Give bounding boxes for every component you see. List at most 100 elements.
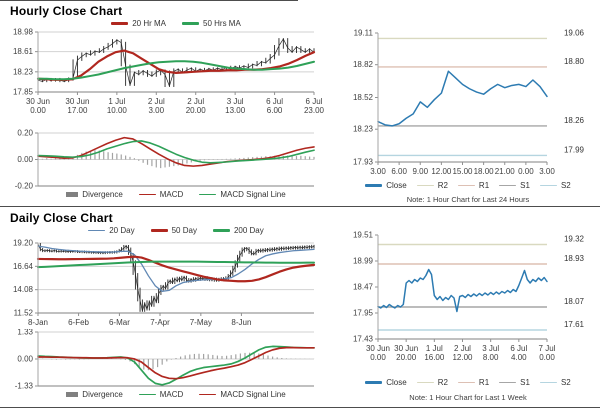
legend-label: 50 Day [171, 226, 197, 235]
legend-label: MACD [159, 390, 184, 399]
svg-text:0.20: 0.20 [17, 129, 33, 138]
legend-item: 200 Day [212, 226, 264, 235]
svg-text:6-Mar: 6-Mar [109, 318, 130, 327]
svg-text:7-Apr: 7-Apr [150, 318, 170, 327]
svg-text:3 Jul: 3 Jul [482, 344, 499, 353]
legend-label: Close [386, 378, 407, 387]
legend-label: MACD Signal Line [220, 190, 286, 199]
svg-text:3.00: 3.00 [370, 167, 386, 176]
legend-item: S2 [539, 181, 571, 190]
legend-swatch [539, 381, 557, 384]
svg-text:-0.20: -0.20 [15, 182, 34, 191]
legend-swatch [365, 381, 383, 384]
hourly-chart-note: Note: 1 Hour Chart for Last 24 Hours [406, 195, 530, 204]
svg-text:6 Jul: 6 Jul [306, 97, 323, 106]
daily-macd-chart: 1.33 0.00 -1.33 [15, 329, 315, 389]
svg-text:18.80: 18.80 [564, 57, 585, 66]
svg-text:13.00: 13.00 [225, 106, 246, 115]
legend-item: R1 [457, 378, 489, 387]
svg-text:0.00: 0.00 [370, 353, 386, 362]
legend-label: R1 [478, 181, 490, 190]
legend-item: MACD [138, 390, 184, 399]
bottom-border [0, 407, 600, 408]
svg-text:17.95: 17.95 [353, 309, 374, 318]
legend-swatch [111, 22, 129, 25]
legend-swatch [66, 392, 79, 397]
legend-item: 50 Hrs MA [182, 19, 241, 28]
legend-label: MACD [159, 190, 184, 199]
legend-label: 20 Hr MA [132, 19, 166, 28]
svg-text:19.20: 19.20 [13, 239, 34, 248]
legend-item: MACD Signal Line [199, 190, 286, 199]
daily-macd-legend: Divergence MACD MACD Signal Line [38, 390, 314, 399]
svg-text:2 Jul: 2 Jul [454, 344, 471, 353]
svg-text:1.33: 1.33 [17, 329, 33, 337]
hourly-macd-legend: Divergence MACD MACD Signal Line [38, 190, 314, 199]
svg-text:0.00: 0.00 [17, 355, 33, 364]
svg-text:17.85: 17.85 [13, 88, 34, 97]
daily-price-chart: 19.20 16.64 14.08 11.528-Jan 6-Feb 6-Mar 7-Apr… [13, 239, 316, 327]
svg-text:0.00: 0.00 [518, 167, 534, 176]
legend-swatch [199, 393, 217, 396]
legend-label: Close [386, 181, 407, 190]
svg-text:6.00: 6.00 [391, 167, 407, 176]
svg-text:3.00: 3.00 [539, 167, 555, 176]
svg-text:16.64: 16.64 [13, 262, 34, 271]
svg-text:17.43: 17.43 [353, 335, 374, 344]
svg-text:9.00: 9.00 [412, 167, 428, 176]
legend-item: 20 Day [88, 226, 135, 235]
legend-item: Close [365, 181, 407, 190]
legend-swatch [539, 184, 557, 187]
svg-text:1 Jul: 1 Jul [426, 344, 443, 353]
legend-item: MACD Signal Line [199, 390, 286, 399]
svg-text:3.00: 3.00 [148, 106, 164, 115]
svg-text:20.00: 20.00 [186, 106, 207, 115]
svg-text:17.93: 17.93 [353, 158, 374, 167]
svg-text:8.00: 8.00 [483, 353, 499, 362]
legend-item: S1 [499, 181, 530, 190]
svg-text:30 Jun: 30 Jun [65, 97, 89, 106]
legend-label: 20 Day [109, 226, 135, 235]
svg-text:17.61: 17.61 [564, 320, 585, 329]
hourly-close-24h-chart: 19.11 18.82 18.52 18.23 17.93 19.06 18.80 18.26… [353, 28, 585, 176]
svg-text:18.82: 18.82 [353, 60, 374, 69]
legend-swatch [365, 184, 383, 187]
svg-text:4.00: 4.00 [511, 353, 527, 362]
legend-swatch [138, 393, 156, 396]
svg-text:8-Jan: 8-Jan [28, 318, 48, 327]
legend-item: Divergence [66, 190, 123, 199]
legend-swatch [499, 184, 517, 187]
svg-text:18.52: 18.52 [353, 93, 374, 102]
svg-text:30 Jun: 30 Jun [366, 344, 390, 353]
svg-text:7-May: 7-May [190, 318, 212, 327]
svg-text:1 Jul: 1 Jul [108, 97, 125, 106]
svg-text:18.07: 18.07 [564, 297, 585, 306]
svg-text:6 Jul: 6 Jul [266, 97, 283, 106]
legend-item: Close [365, 378, 407, 387]
svg-text:2 Jul: 2 Jul [187, 97, 204, 106]
svg-text:17.99: 17.99 [564, 145, 585, 154]
hourly-macd-chart: 0.20 0.00 -0.20 [15, 129, 315, 191]
weekly-chart-note: Note: 1 Hour Chart for Last 1 Week [409, 393, 527, 402]
svg-text:8-Jun: 8-Jun [231, 318, 251, 327]
svg-text:19.32: 19.32 [564, 235, 585, 244]
hourly-section-title: Hourly Close Chart [10, 4, 123, 18]
svg-text:6.00: 6.00 [267, 106, 283, 115]
daily-ma-legend: 20 Day 50 Day 200 Day [38, 226, 314, 235]
weekly-close-chart: 19.51 18.99 18.47 17.95 17.43 19.32 18.93 18.07… [353, 231, 585, 363]
svg-text:17.00: 17.00 [67, 106, 88, 115]
legend-swatch [182, 22, 199, 25]
svg-text:18.61: 18.61 [13, 47, 34, 56]
legend-swatch [457, 381, 475, 384]
legend-label: Divergence [82, 190, 123, 199]
legend-swatch [499, 381, 517, 384]
legend-item: Divergence [66, 390, 123, 399]
legend-swatch [457, 184, 475, 187]
legend-label: S1 [520, 378, 530, 387]
legend-item: R2 [416, 181, 448, 190]
svg-text:16.00: 16.00 [424, 353, 445, 362]
legend-swatch [66, 192, 79, 197]
section-divider [0, 206, 600, 207]
